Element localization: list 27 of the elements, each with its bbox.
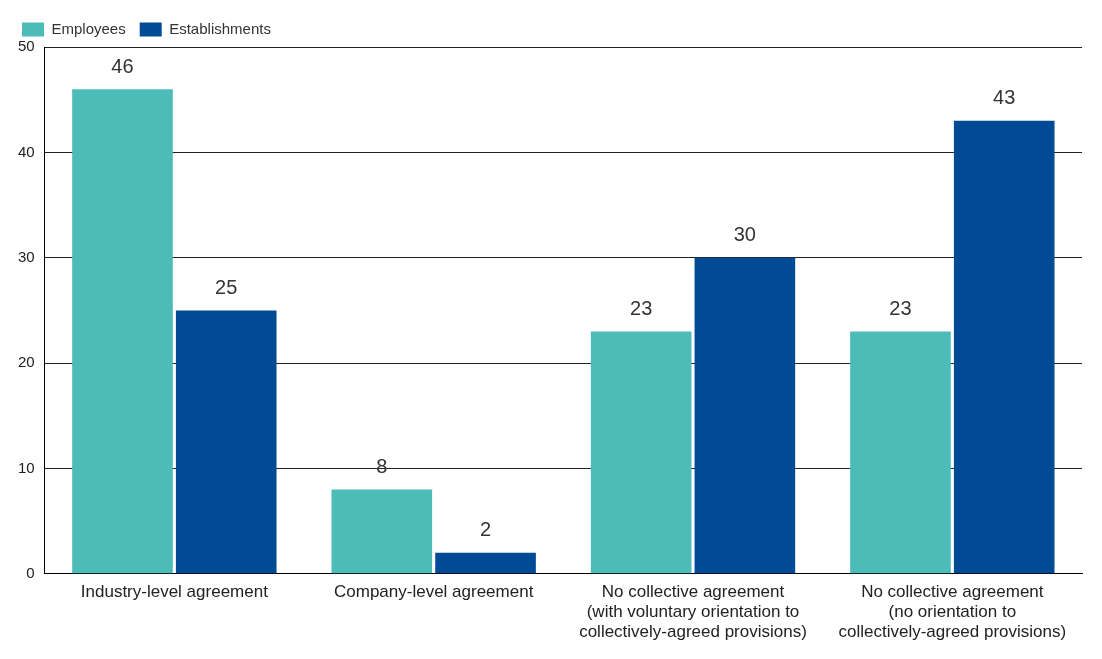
bar bbox=[694, 257, 796, 574]
y-tick-label: 30 bbox=[18, 247, 35, 265]
bar bbox=[331, 489, 433, 574]
y-tick-label: 0 bbox=[26, 563, 35, 581]
x-tick-label: Industry-level agreement bbox=[80, 581, 269, 601]
x-tick-label: No collective agreement (with voluntary orientation to collectively-agreed provisions) bbox=[579, 581, 807, 642]
x-tick-label: No collective agreement (no orientation to collectively-agreed provisions) bbox=[838, 581, 1067, 642]
data-label: 46 bbox=[111, 54, 134, 77]
bar bbox=[850, 331, 951, 574]
x-tick-label: Company-level agreement bbox=[333, 581, 534, 601]
y-tick-label: 50 bbox=[18, 37, 35, 55]
data-label: 43 bbox=[993, 86, 1016, 109]
y-tick-label: 40 bbox=[18, 142, 35, 160]
bar bbox=[590, 331, 692, 574]
bar bbox=[72, 89, 173, 574]
bar bbox=[175, 310, 277, 574]
legend-label: Establishments bbox=[169, 19, 271, 37]
bar bbox=[435, 552, 536, 574]
data-label: 23 bbox=[889, 296, 912, 319]
legend-label: Employees bbox=[51, 19, 126, 37]
data-label: 25 bbox=[215, 275, 238, 298]
data-label: 23 bbox=[630, 296, 653, 319]
data-label: 30 bbox=[733, 223, 756, 246]
y-tick-label: 10 bbox=[18, 458, 35, 476]
y-tick-label: 20 bbox=[18, 353, 35, 371]
bar bbox=[953, 120, 1055, 574]
data-label: 2 bbox=[479, 518, 492, 541]
